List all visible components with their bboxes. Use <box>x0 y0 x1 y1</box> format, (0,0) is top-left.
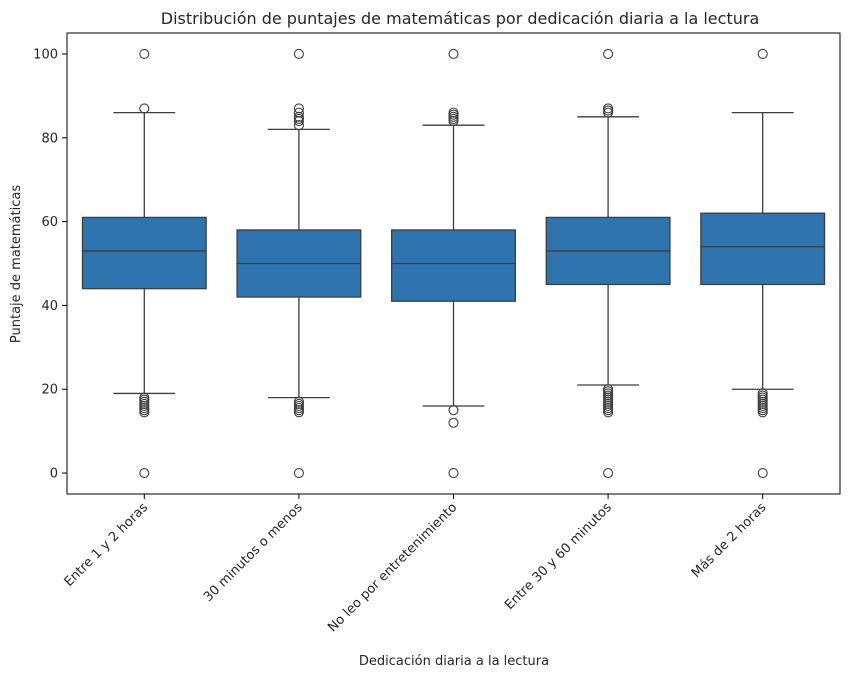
outlier-point <box>603 103 614 114</box>
box-group-2 <box>236 48 362 479</box>
box-group-4 <box>545 48 671 479</box>
x-tick-label: Más de 2 horas <box>689 500 770 581</box>
outlier-point <box>757 467 768 479</box>
outlier-point <box>603 467 614 479</box>
outlier-point <box>448 405 459 416</box>
outlier-point <box>293 111 304 122</box>
outlier-point <box>448 467 459 479</box>
x-axis-title: Dedicación diaria a la lectura <box>359 654 549 669</box>
outlier-point <box>139 392 150 403</box>
y-tick-label: 0 <box>50 467 58 482</box>
y-tick-label: 80 <box>41 131 58 146</box>
x-tick-label: Entre 30 y 60 minutos <box>502 500 615 613</box>
plot-area <box>66 32 841 495</box>
outlier-point <box>293 396 304 407</box>
outlier-point <box>448 48 459 60</box>
x-axis: Entre 1 y 2 horas 30 minutos o menos No le… <box>62 494 770 635</box>
box-group-1 <box>81 48 207 479</box>
outlier-point <box>603 48 614 60</box>
outlier-point <box>293 120 304 131</box>
outlier-point <box>757 48 768 60</box>
outlier-point <box>448 417 459 428</box>
y-tick-label: 40 <box>41 299 58 314</box>
outlier-point <box>293 103 304 114</box>
outlier-point <box>139 48 150 60</box>
outlier-point <box>293 107 304 118</box>
chart-title: Distribución de puntajes de matemáticas … <box>161 9 760 28</box>
outlier-point <box>603 384 614 395</box>
x-tick-label: 30 minutos o menos <box>201 500 306 605</box>
outlier-point <box>293 467 304 479</box>
y-tick-label: 60 <box>41 215 58 230</box>
outlier-point <box>603 105 614 116</box>
x-tick-label: Entre 1 y 2 horas <box>62 500 152 590</box>
outlier-point <box>293 48 304 60</box>
outlier-point <box>139 467 150 479</box>
box-iqr <box>391 229 516 302</box>
y-tick-label: 100 <box>33 47 58 62</box>
x-tick-label: No leo por entretenimiento <box>325 500 460 635</box>
outlier-point <box>757 388 768 399</box>
y-axis: 0 20 40 60 80 100 <box>33 47 67 482</box>
box-group-3 <box>391 48 516 479</box>
y-axis-title: Puntaje de matemáticas <box>9 185 24 343</box>
y-tick-label: 20 <box>41 383 58 398</box>
outlier-point <box>448 107 459 118</box>
box-group-5 <box>700 48 826 479</box>
box-iqr <box>81 216 207 290</box>
outlier-point <box>139 103 150 114</box>
box-iqr <box>700 212 826 286</box>
